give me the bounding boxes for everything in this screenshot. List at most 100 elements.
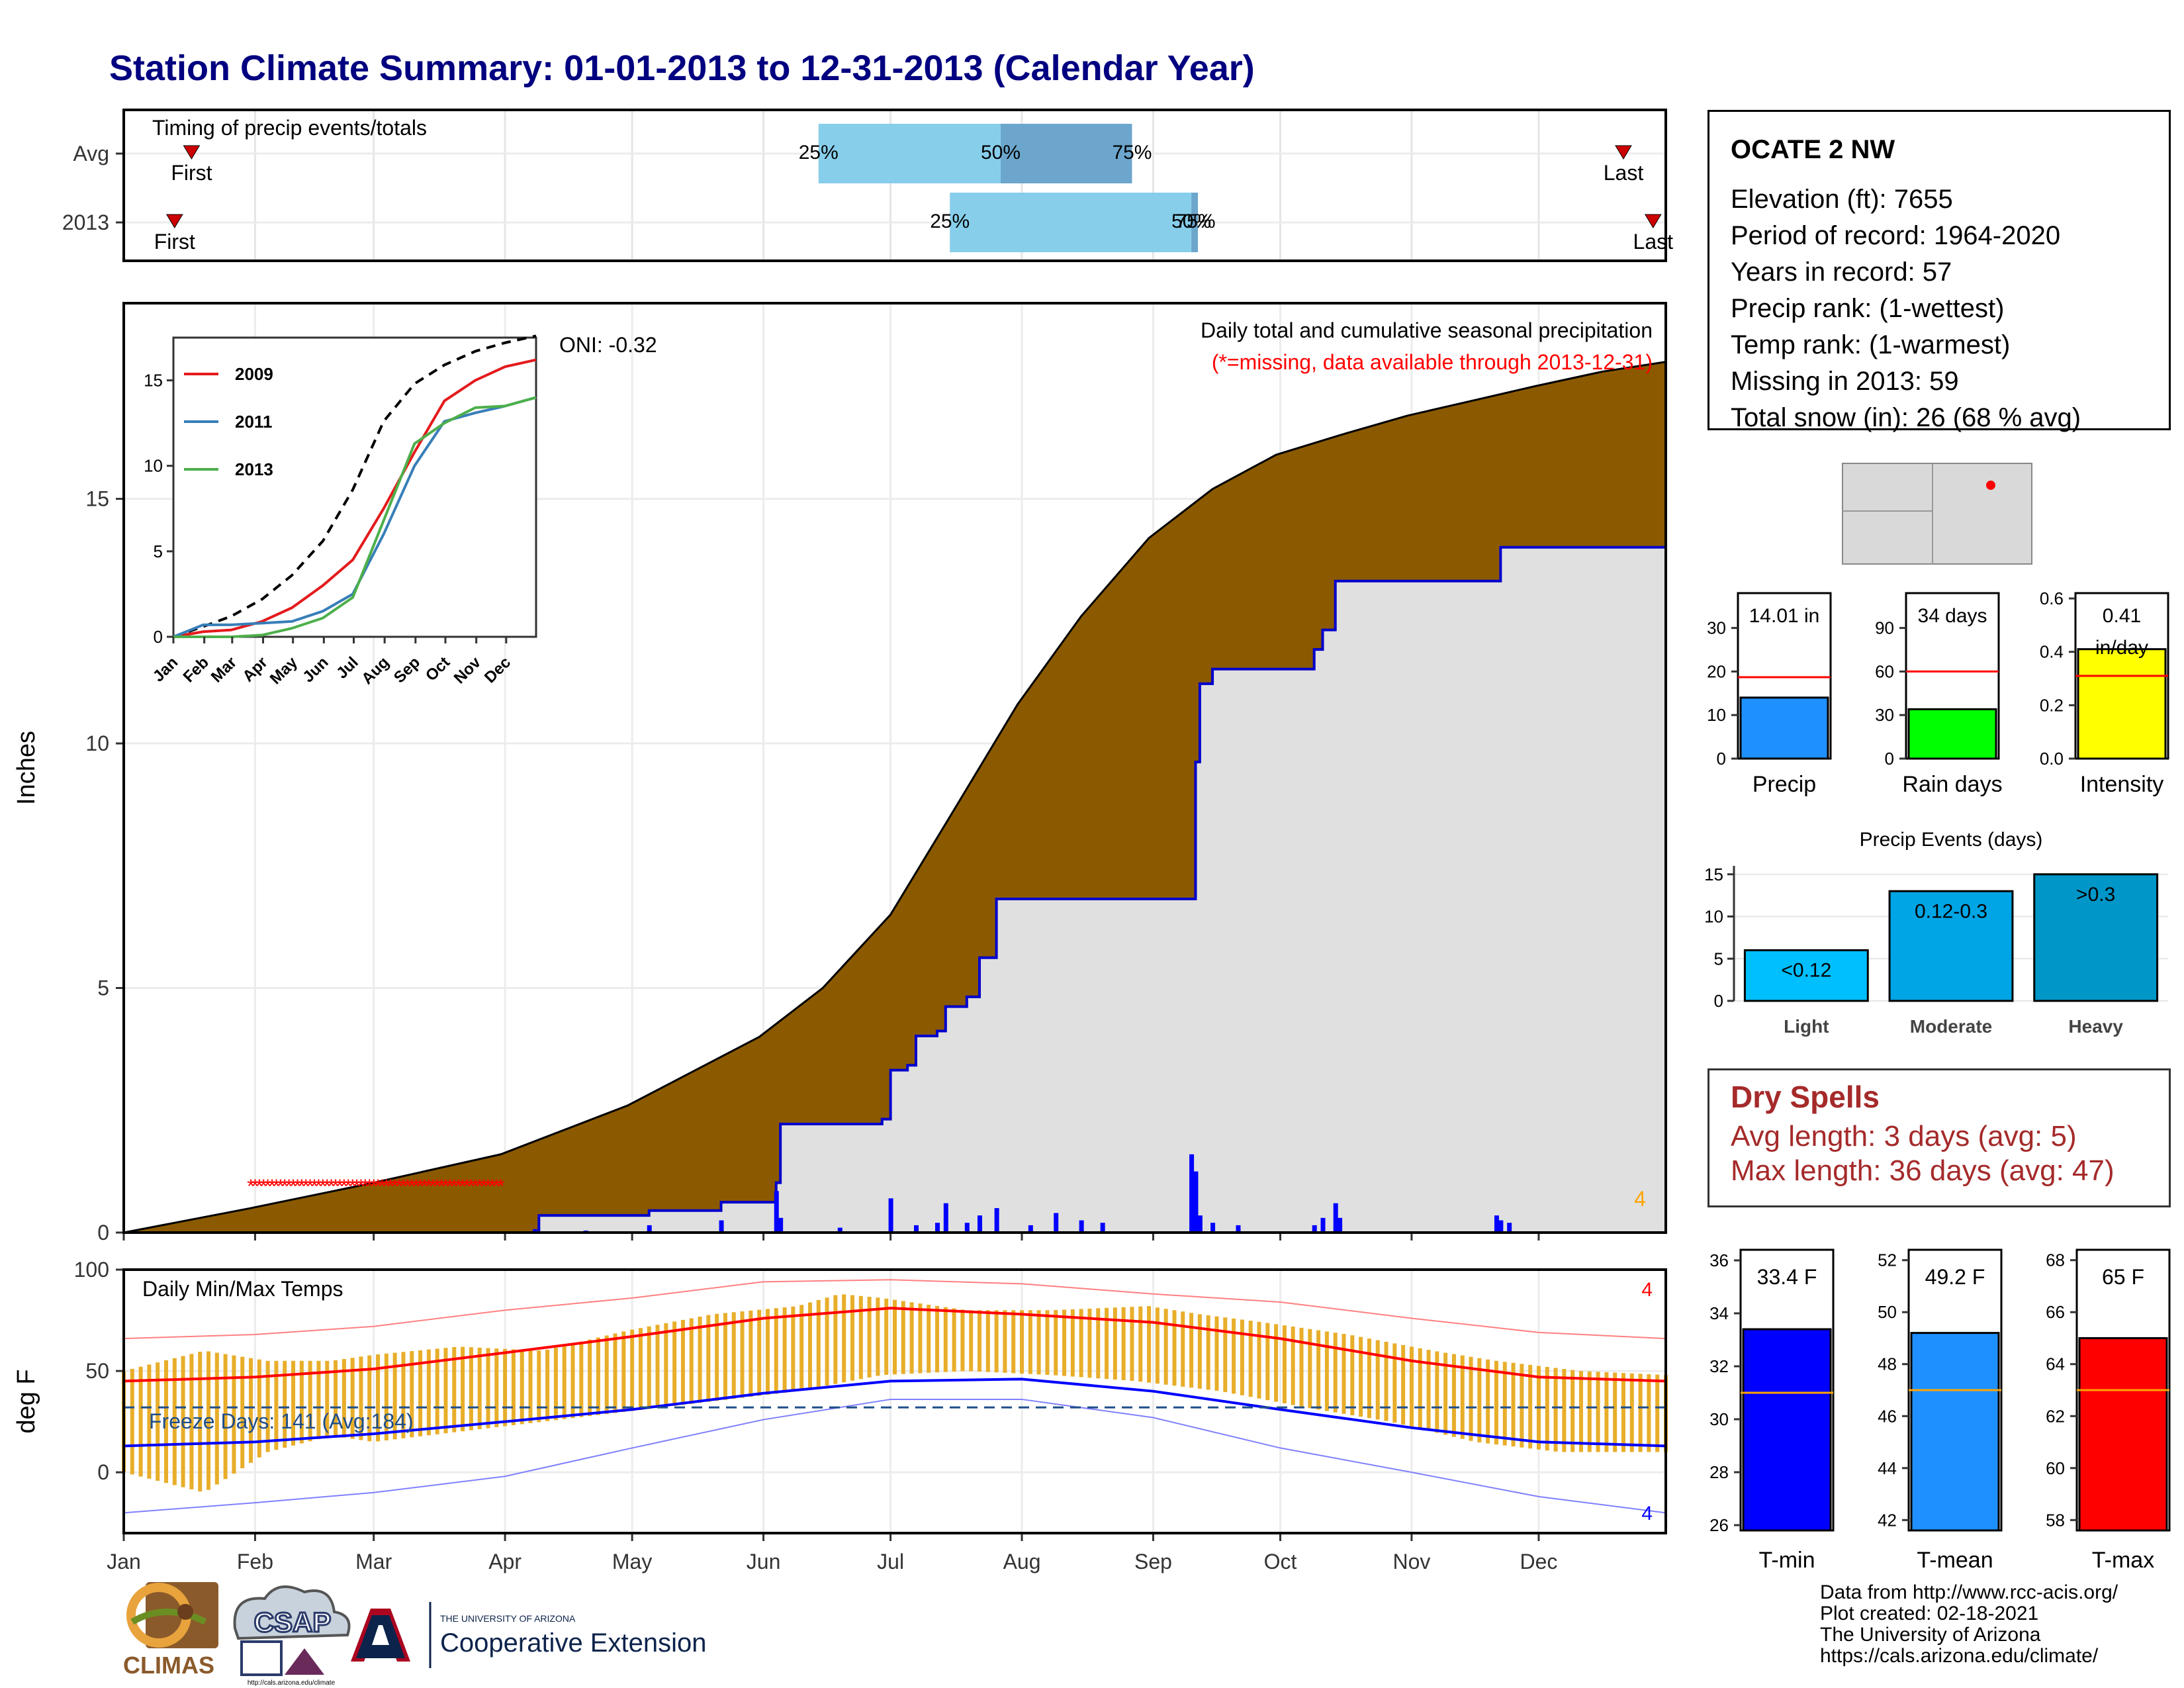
temp-range-bar [1163,1309,1168,1385]
missing-marker: * [328,1176,336,1197]
temp-range-bar [1155,1307,1160,1384]
missing-marker: * [259,1176,267,1197]
missing-marker: * [251,1176,259,1197]
missing-marker: * [404,1176,412,1197]
temp-range-bar [206,1351,211,1490]
temp-xtick-label: Jun [747,1550,781,1573]
temp-range-bar [1418,1348,1422,1429]
timing-label-50: 50% [1171,211,1211,232]
temp-range-bar [1189,1313,1194,1388]
missing-marker: * [298,1176,306,1197]
temp-range-bar [1553,1368,1558,1452]
temp-range-bar [1604,1372,1609,1452]
missing-marker: * [467,1176,475,1197]
temp-range-bar [1011,1310,1016,1374]
ua-small-text: THE UNIVERSITY OF ARIZONA [440,1613,576,1624]
timing-bar-q50-q75 [1001,124,1132,183]
timing-title: Timing of precip events/totals [152,116,427,140]
temp-range-bar [1629,1373,1634,1452]
temp-range-bar [1147,1306,1152,1383]
temp-range-bar [1460,1355,1465,1439]
temp-range-bar [774,1308,778,1394]
temp-summary-ytick-label: 52 [1878,1250,1897,1270]
missing-marker: * [471,1176,479,1197]
temp-range-bar [384,1353,388,1440]
temp-range-bar [494,1348,499,1428]
temp-range-bar [1451,1354,1456,1437]
temp-range-bar [1181,1311,1185,1387]
temp-summary-ytick-label: 46 [1878,1406,1897,1426]
daily-precip-bar [1100,1223,1105,1233]
temp-range-bar [341,1359,346,1438]
temp-range-bar [1342,1334,1346,1414]
rain_days-label: Rain days [1902,772,2002,797]
inset-legend-label: 2009 [235,364,273,384]
missing-marker: * [294,1176,302,1197]
temp-range-bar [1087,1308,1092,1378]
missing-marker: * [379,1176,387,1197]
temp-range-bar [469,1347,473,1430]
daily-precip-bar [532,1229,537,1233]
temp-range-bar [1054,1309,1058,1376]
missing-marker: * [264,1176,272,1197]
ua-logo: THE UNIVERSITY OF ARIZONA Cooperative Ex… [351,1602,706,1668]
temp-xtick-label: Mar [355,1550,392,1573]
temp-range-bar [952,1308,956,1372]
daily-precip-bar [943,1203,948,1233]
temp-summary-ytick-label: 50 [1878,1302,1897,1322]
precip-ytick-label: 10 [85,731,109,755]
missing-marker: * [429,1176,437,1197]
temp-range-bar [978,1310,982,1372]
temp-range-bar [418,1350,423,1436]
temp-range-bar [596,1337,600,1415]
precip_total-ytick-label: 20 [1707,661,1726,681]
precip-events-bar [1888,890,2014,1002]
missing-marker: * [442,1176,450,1197]
temp-range-bar [1638,1374,1643,1452]
precip-events-ytick-label: 5 [1714,949,1723,968]
inset-legend-label: 2011 [235,412,272,432]
temp-range-bar [130,1368,134,1475]
station-missing: Missing in 2013: 59 [1731,367,1959,396]
temp-range-bar [240,1356,245,1469]
dry-spells-max: Max length: 36 days (avg: 47) [1731,1154,2115,1187]
timing-bar-q50-q75 [1191,193,1199,252]
cumulative-2013-area [124,547,1666,1233]
last-label: Last [1633,230,1674,254]
precip_total-value-label: 14.01 in [1749,605,1820,627]
first-marker [165,214,183,228]
temp-range-bar [367,1355,372,1442]
precip-ytick-label: 5 [97,976,109,1000]
temp-range-bar [1308,1329,1312,1409]
temp-title: Daily Min/Max Temps [142,1277,343,1301]
timing-label-25: 25% [930,211,970,232]
missing-marker: * [480,1176,488,1197]
missing-marker: * [416,1176,424,1197]
missing-marker: * [344,1176,352,1197]
missing-marker: * [285,1176,293,1197]
daily-precip-bar [994,1208,999,1233]
temp-range-bar [426,1349,431,1436]
temp-range-bar [545,1349,550,1421]
rain_days-bar [1907,708,1997,760]
temp-range-bar [1486,1359,1490,1444]
temp-range-bar [1070,1309,1075,1377]
temp-range-bar [1223,1317,1228,1392]
temp-xtick-label: Aug [1003,1550,1041,1573]
temp-range-bar [283,1360,287,1448]
missing-marker: * [357,1176,365,1197]
temp-ytick-label: 100 [74,1258,109,1282]
intensity-value-label: 0.41 [2103,605,2141,627]
daily-precip-bar [1498,1220,1504,1233]
temp-range-bar [291,1360,296,1446]
temp-range-bar [1392,1343,1397,1423]
temp-summary-ytick-label: 48 [1878,1354,1897,1374]
dry-spells-box: Dry Spells Avg length: 3 days (avg: 5) M… [1707,1068,2171,1207]
temp-range-bar [689,1318,694,1404]
temp-range-bar [791,1306,796,1392]
temp-range-bar [1316,1330,1321,1410]
temp-range-bar [927,1304,931,1373]
temp-summary-bar [1910,1332,2000,1532]
credit-url: https://cals.arizona.edu/climate/ [1820,1645,2099,1667]
inset-ytick-label: 0 [154,627,163,647]
